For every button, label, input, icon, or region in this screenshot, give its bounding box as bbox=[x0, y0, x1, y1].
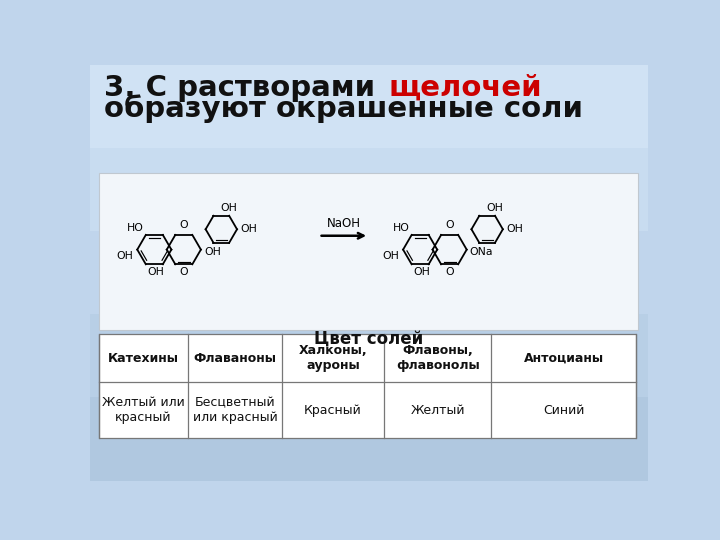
Bar bbox=[99, 334, 636, 438]
Text: Флавоны,
флавонолы: Флавоны, флавонолы bbox=[396, 344, 480, 372]
Text: OH: OH bbox=[148, 267, 164, 276]
Text: OH: OH bbox=[487, 202, 503, 213]
Text: Халконы,
ауроны: Халконы, ауроны bbox=[299, 344, 367, 372]
Text: OH: OH bbox=[117, 251, 133, 261]
Bar bbox=[90, 231, 648, 314]
Bar bbox=[99, 173, 638, 330]
Text: OH: OH bbox=[204, 247, 221, 257]
Bar bbox=[90, 314, 648, 397]
Text: OH: OH bbox=[240, 224, 257, 234]
Text: Желтый: Желтый bbox=[410, 404, 465, 417]
Text: OH: OH bbox=[382, 251, 399, 261]
Text: OH: OH bbox=[221, 202, 238, 213]
Text: HO: HO bbox=[392, 222, 409, 233]
Text: O: O bbox=[446, 267, 454, 276]
Text: Катехины: Катехины bbox=[108, 352, 179, 365]
Text: OH: OH bbox=[506, 224, 523, 234]
Bar bbox=[90, 65, 648, 148]
Text: 3. С растворами: 3. С растворами bbox=[104, 74, 385, 102]
Text: образуют окрашенные соли: образуют окрашенные соли bbox=[104, 95, 583, 124]
Text: O: O bbox=[446, 220, 454, 230]
Text: O: O bbox=[179, 267, 188, 276]
Text: щелочей: щелочей bbox=[389, 74, 542, 102]
Text: Бесцветный
или красный: Бесцветный или красный bbox=[192, 396, 277, 424]
Text: O: O bbox=[179, 220, 188, 230]
Bar bbox=[90, 397, 648, 481]
Text: Желтый или
красный: Желтый или красный bbox=[102, 396, 185, 424]
Text: OH: OH bbox=[413, 267, 431, 276]
Text: Антоцианы: Антоцианы bbox=[524, 352, 604, 365]
Bar bbox=[90, 148, 648, 231]
Text: Флаваноны: Флаваноны bbox=[194, 352, 276, 365]
Text: Синий: Синий bbox=[543, 404, 585, 417]
Text: HO: HO bbox=[127, 222, 143, 233]
Text: ONa: ONa bbox=[469, 247, 493, 257]
Text: NaOH: NaOH bbox=[327, 217, 361, 231]
Text: Цвет солей: Цвет солей bbox=[315, 330, 423, 348]
Text: Красный: Красный bbox=[304, 404, 362, 417]
